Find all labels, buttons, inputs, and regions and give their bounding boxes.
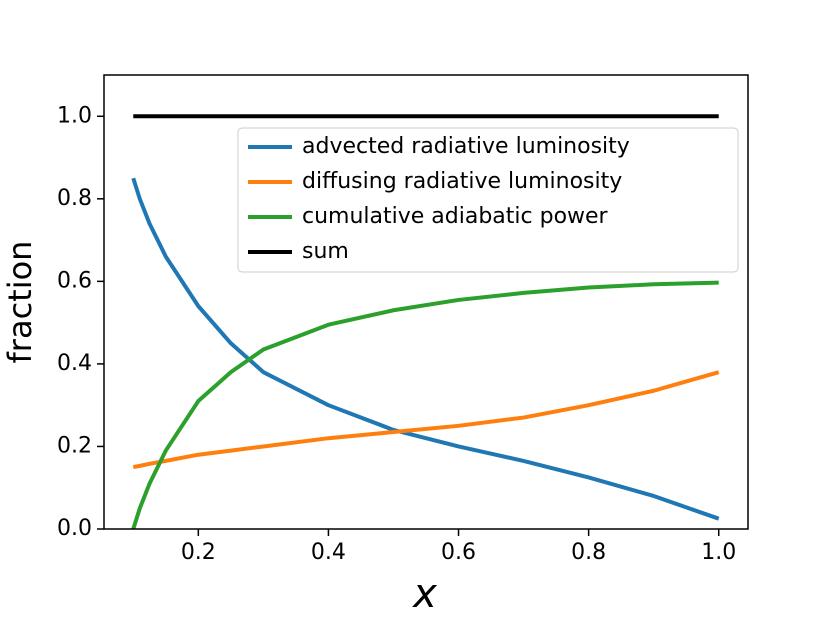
x-axis-label: x (411, 571, 437, 617)
legend-label: sum (302, 239, 349, 264)
y-tick-label: 0.4 (57, 351, 92, 376)
line-series (132, 370, 720, 470)
y-tick-label: 0.0 (57, 516, 92, 541)
plot-frame (103, 74, 749, 530)
line-series (131, 177, 720, 521)
x-tick-label: 1.0 (701, 540, 736, 565)
y-tick-label: 0.8 (57, 186, 92, 211)
x-tick-label: 0.2 (181, 540, 216, 565)
legend-label: diffusing radiative luminosity (302, 169, 622, 194)
legend-label: cumulative adiabatic power (302, 204, 609, 229)
y-tick-label: 0.2 (57, 433, 92, 458)
y-tick-label: 1.0 (57, 103, 92, 128)
legend-label: advected radiative luminosity (302, 134, 630, 159)
y-axis-label: fraction (1, 241, 39, 364)
x-tick-label: 0.6 (441, 540, 476, 565)
legend-box (237, 127, 739, 273)
x-tick-label: 0.8 (571, 540, 606, 565)
x-tick-label: 0.4 (311, 540, 346, 565)
y-tick-label: 0.6 (57, 268, 92, 293)
line-series (131, 280, 719, 529)
